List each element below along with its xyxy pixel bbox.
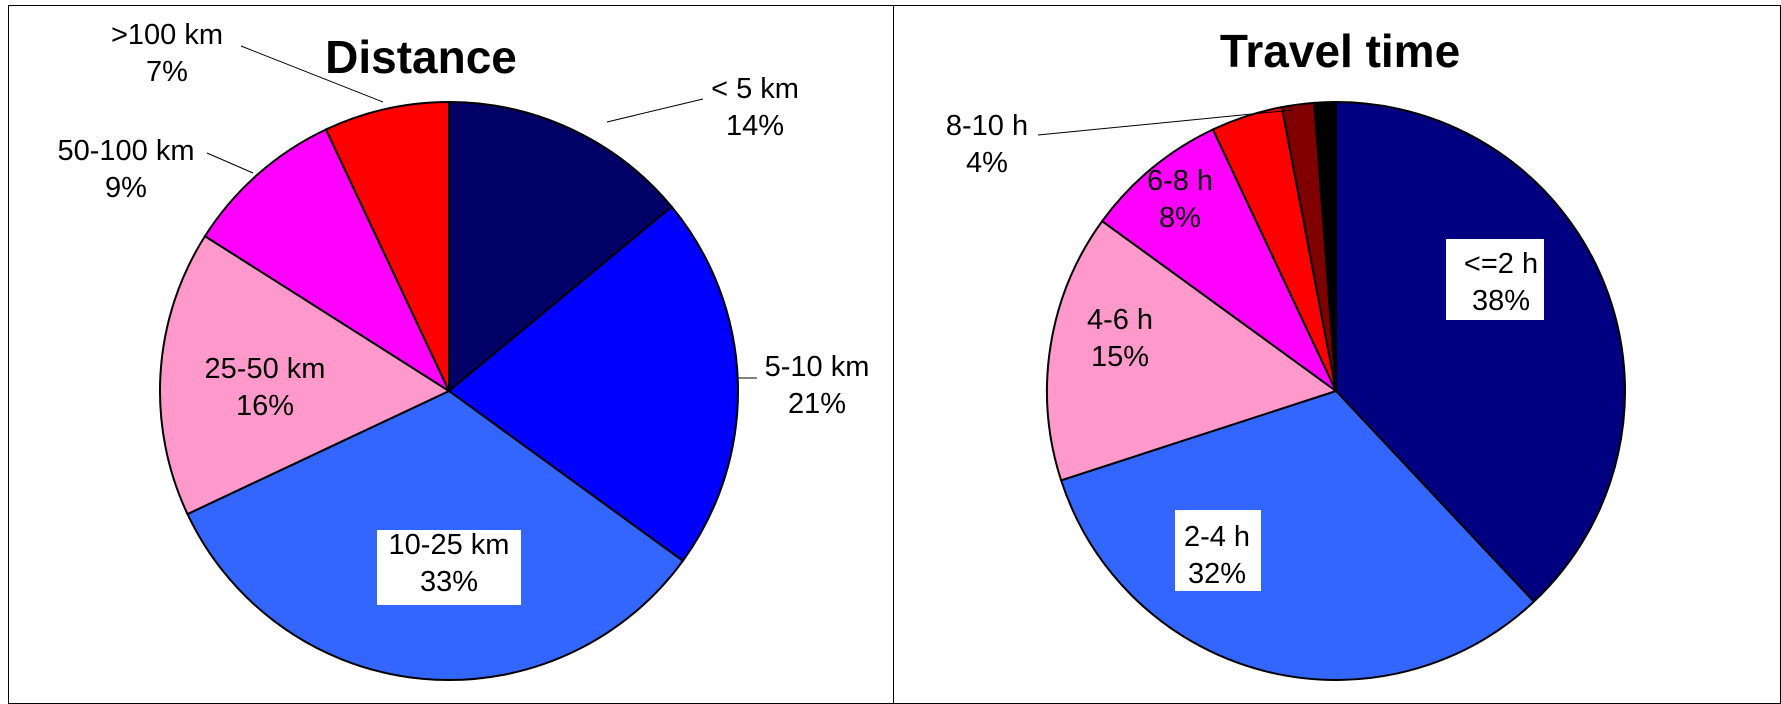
chart-title: Distance xyxy=(325,31,517,83)
travel-time-pie-chart: Travel time <=2 h 38% 2-4 h 32% 4-6 h 15% 6-8 … xyxy=(946,25,1626,681)
slice-percent-label: 7% xyxy=(146,56,188,88)
label-box xyxy=(377,530,521,605)
pie-slice xyxy=(1059,389,1536,681)
slice-percent-label: 9% xyxy=(105,172,147,204)
pie-slice xyxy=(1100,128,1337,392)
slice-percent-label: 32% xyxy=(1188,558,1246,590)
leader-line xyxy=(206,152,254,174)
slice-label: 50-100 km xyxy=(57,135,194,167)
pie-slice xyxy=(324,100,450,392)
pie-slice xyxy=(1335,100,1626,604)
pie-slice xyxy=(448,100,674,394)
pie-slice xyxy=(1046,219,1339,482)
slice-label: <=2 h xyxy=(1464,248,1538,280)
slice-label: >100 km xyxy=(111,19,223,51)
slice-label: < 5 km xyxy=(711,73,799,105)
slice-label: 8-10 h xyxy=(946,110,1028,142)
label-box xyxy=(1446,239,1544,320)
leader-line xyxy=(606,98,704,123)
travel-time-chart-panel: Travel time <=2 h 38% 2-4 h 32% 4-6 h 15% 6-8 … xyxy=(893,5,1781,704)
slice-label: 4-6 h xyxy=(1087,304,1153,336)
slice-percent-label: 16% xyxy=(236,390,294,422)
slice-label: 5-10 km xyxy=(765,351,870,383)
slice-percent-label: 4% xyxy=(966,147,1008,179)
slice-percent-label: 38% xyxy=(1472,285,1530,317)
slice-label: 10-25 km xyxy=(389,529,510,561)
pie-slice xyxy=(203,128,452,394)
slice-label: 6-8 h xyxy=(1147,165,1213,197)
distance-chart-panel: Distance < 5 km 14% 5-10 km 21% 10-25 km 33% 2… xyxy=(8,5,894,704)
distance-pie-chart: Distance < 5 km 14% 5-10 km 21% 10-25 km 33% 2… xyxy=(57,19,870,681)
slice-label: 2-4 h xyxy=(1184,521,1250,553)
leader-line xyxy=(1037,109,1294,136)
slice-percent-label: 21% xyxy=(788,388,846,420)
label-box xyxy=(1175,510,1261,591)
pie-slice xyxy=(447,205,739,563)
slice-percent-label: 33% xyxy=(420,566,478,598)
leader-line xyxy=(240,45,384,103)
slice-label: 25-50 km xyxy=(205,353,326,385)
pie-slice xyxy=(159,234,452,516)
slice-percent-label: 14% xyxy=(726,110,784,142)
pie-slice xyxy=(1313,100,1337,392)
slice-percent-label: 15% xyxy=(1091,341,1149,373)
chart-title: Travel time xyxy=(1220,25,1460,77)
slice-percent-label: 8% xyxy=(1159,202,1201,234)
